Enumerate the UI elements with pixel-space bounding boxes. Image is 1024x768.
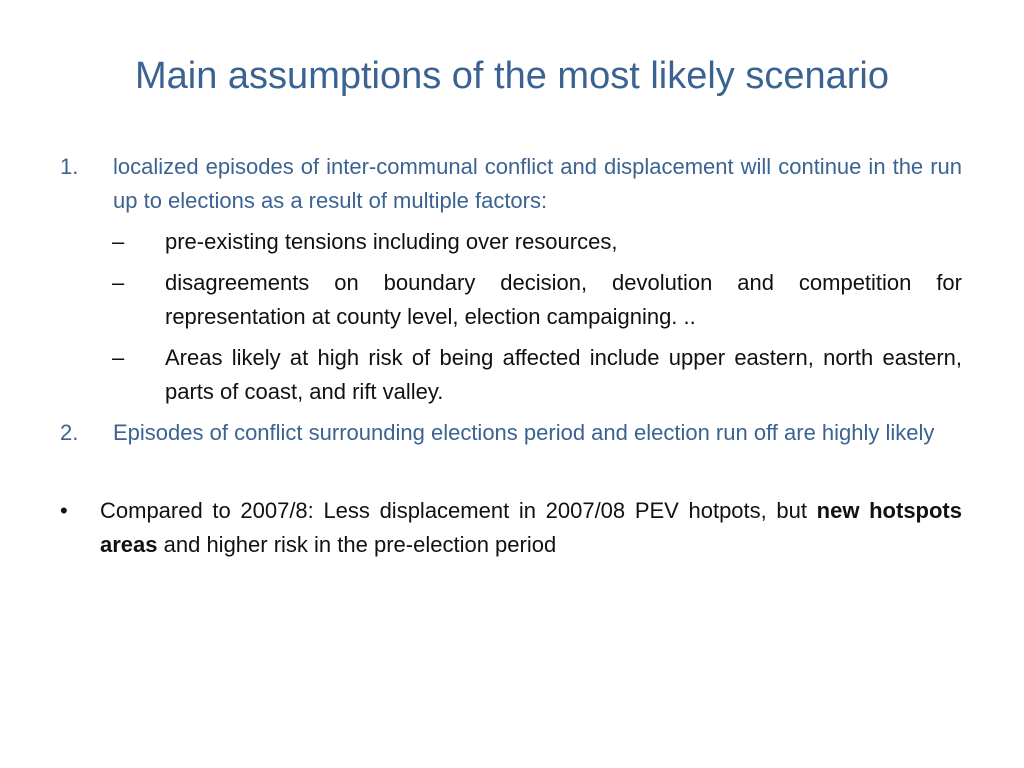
sub-item-2: – disagreements on boundary decision, de… <box>60 266 962 334</box>
bullet-text-after: and higher risk in the pre-election peri… <box>157 532 557 557</box>
numbered-item-2: 2. Episodes of conflict surrounding elec… <box>60 416 962 450</box>
bullet-marker: • <box>60 498 68 523</box>
bullet-bold-text: new hotspots areas <box>100 498 962 557</box>
dash-marker-1: – <box>112 229 125 254</box>
slide-body: 1. localized episodes of inter-communal … <box>60 150 962 562</box>
dash-marker-2: – <box>112 270 125 295</box>
bullet-item: • Compared to 2007/8: Less displacement … <box>60 494 962 562</box>
sub-item-3-text: Areas likely at high risk of being affec… <box>165 345 962 404</box>
sub-item-1-text: pre-existing tensions including over res… <box>165 229 618 254</box>
slide-title: Main assumptions of the most likely scen… <box>135 55 889 97</box>
dash-marker-3: – <box>112 345 125 370</box>
sub-item-1: – pre-existing tensions including over r… <box>60 225 962 259</box>
numbered-item-1: 1. localized episodes of inter-communal … <box>60 150 962 218</box>
numbered-marker-2: 2. <box>60 420 79 445</box>
bullet-text-before: Compared to 2007/8: Less displacement in… <box>100 498 817 523</box>
numbered-item-1-text: localized episodes of inter-communal con… <box>113 154 962 213</box>
sub-item-2-text: disagreements on boundary decision, devo… <box>165 270 962 329</box>
numbered-marker-1: 1. <box>60 154 79 179</box>
numbered-item-2-text: Episodes of conflict surrounding electio… <box>113 420 935 445</box>
sub-item-3: – Areas likely at high risk of being aff… <box>60 341 962 409</box>
